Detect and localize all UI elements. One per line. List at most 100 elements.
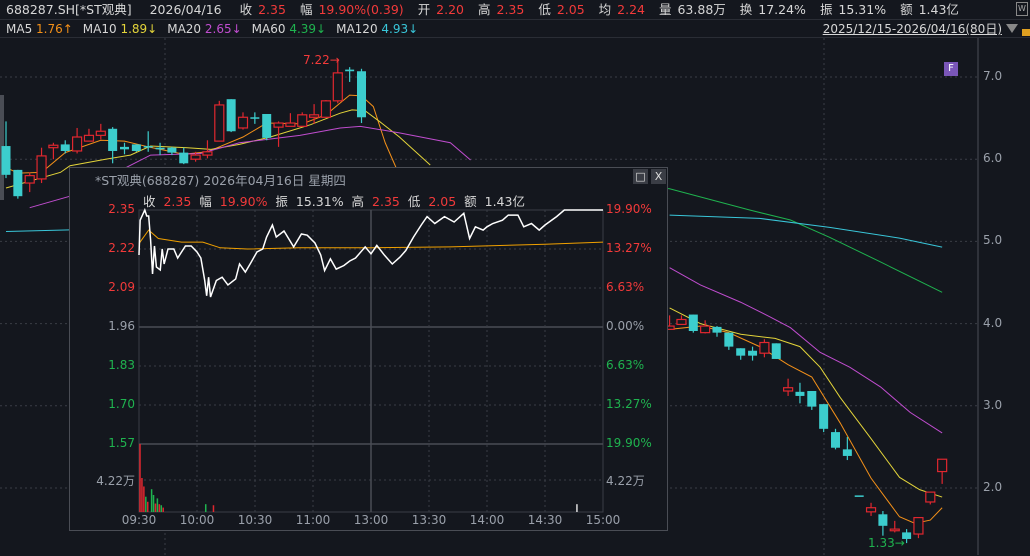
candle-body [285,122,296,127]
candle [831,428,840,450]
candle-body [179,152,189,164]
stat-value: 2.35 [163,194,196,209]
ma-arrow-icon: ↓ [316,22,327,36]
ma120-line [5,229,71,233]
candle-body [155,147,165,150]
stat-label: 均 [598,2,616,17]
candle [700,320,711,334]
f-badge[interactable]: F [944,62,958,76]
candle-body [831,432,840,448]
stat-value: 17.24% [758,2,806,17]
candle-body [24,175,35,184]
candle-body [925,491,936,503]
price-axis-label: 3.0 [983,397,1003,412]
price-axis-label: 4.0 [983,315,1003,330]
quote-header: 688287.SH[*ST观典] 2026/04/16 收 2.35 幅 19.9… [0,0,1030,20]
ma-legend: MA5 1.76↑ MA10 1.89↓ MA20 2.65↓ MA60 4.39↓ M… [0,20,1030,38]
stat-label: 幅 [199,194,216,209]
time-axis-label: 11:00 [295,513,331,527]
candle [120,142,129,155]
candle [285,113,296,127]
price-axis-label: 5.0 [983,233,1003,248]
ma-label: MA5 [6,22,37,36]
date-range-selector[interactable]: 2025/12/15-2026/04/16(80日) [822,22,1002,36]
stat-label: 幅 [299,2,317,17]
candle-body [95,130,106,136]
candle [842,437,852,461]
stat-label: 收 [143,194,160,209]
quote-date: 2026/04/16 [149,2,222,17]
candle [332,58,343,104]
candle [688,314,698,333]
stat-label: 高 [478,2,495,17]
candle-body [48,144,59,149]
stat-label: 开 [417,2,435,17]
close-button[interactable]: X [651,169,666,184]
ma20-line [669,267,943,434]
stat-value: 2.05 [556,2,585,17]
candle-body [60,144,70,151]
stat-label: 高 [351,194,369,209]
price-axis-label: 2.09 [108,280,135,294]
candle [736,348,746,360]
candle-body [190,154,201,160]
price-line [138,207,603,298]
intraday-popup[interactable]: *ST观典(688287) 2026年04月16日 星期四 □ X 收 2.35… [69,167,668,531]
stat-value: 19.90% [219,194,272,209]
stat-label: 振 [275,194,292,209]
time-axis-label: 09:30 [121,513,157,527]
candle [190,151,201,162]
candle-body [36,155,47,180]
candle-body [700,325,711,334]
pct-axis-label: 13.27% [606,397,652,411]
ma-arrow-icon: ↓ [147,22,158,36]
price-axis-label: 1.57 [108,436,135,450]
candle-body [854,495,864,497]
candle-body [712,326,722,333]
candle [782,378,794,396]
time-axis-label: 15:00 [585,513,621,527]
ma-label: MA10 [82,22,121,36]
popup-stats: 收 2.35 幅 19.90% 振 15.31% 高 2.35 低 2.05 额… [143,191,529,210]
candle-body [782,387,794,392]
candle [95,123,106,140]
time-axis-label: 13:30 [411,513,447,527]
stat-value: 1.43亿 [918,2,959,17]
candle [273,121,284,147]
price-axis-label: 1.83 [108,358,135,372]
candle [865,502,877,516]
candle-body [345,69,355,72]
price-axis-label: 1.96 [108,319,135,333]
price-axis-label: 2.0 [983,480,1003,494]
ma-value: 1.89 [120,22,148,36]
ma120-line [669,214,943,248]
candle [819,404,829,433]
stat-value: 15.31% [295,194,348,209]
symbol: 688287.SH[*ST观典] [6,2,132,17]
volume-axis-label: 4.22万 [606,474,645,488]
time-axis-label: 14:30 [527,513,563,527]
candle-body [250,117,260,119]
stat-value: 2.35 [258,2,286,17]
candle [357,68,366,124]
candle-body [878,514,888,526]
candle-body [795,391,805,396]
ma-arrow-icon: ↓ [408,22,419,36]
high-marker-value: 7.22 [303,53,330,67]
ma-value: 4.39 [289,22,317,36]
lock-icon[interactable] [1022,29,1030,36]
stat-value: 2.24 [617,2,645,17]
candle-body [1,146,11,175]
stat-label: 收 [239,2,257,17]
ma-value: 1.76 [36,22,63,36]
ma-label: MA20 [167,22,205,36]
candle-body [748,350,758,356]
candle-body [143,146,153,148]
dropdown-triangle-icon[interactable] [1006,24,1018,33]
window-icon[interactable]: W [1016,2,1028,16]
maximize-button[interactable]: □ [633,169,648,184]
price-axis-label: 1.70 [108,397,135,411]
ma-arrow-icon: ↑ [62,22,73,36]
